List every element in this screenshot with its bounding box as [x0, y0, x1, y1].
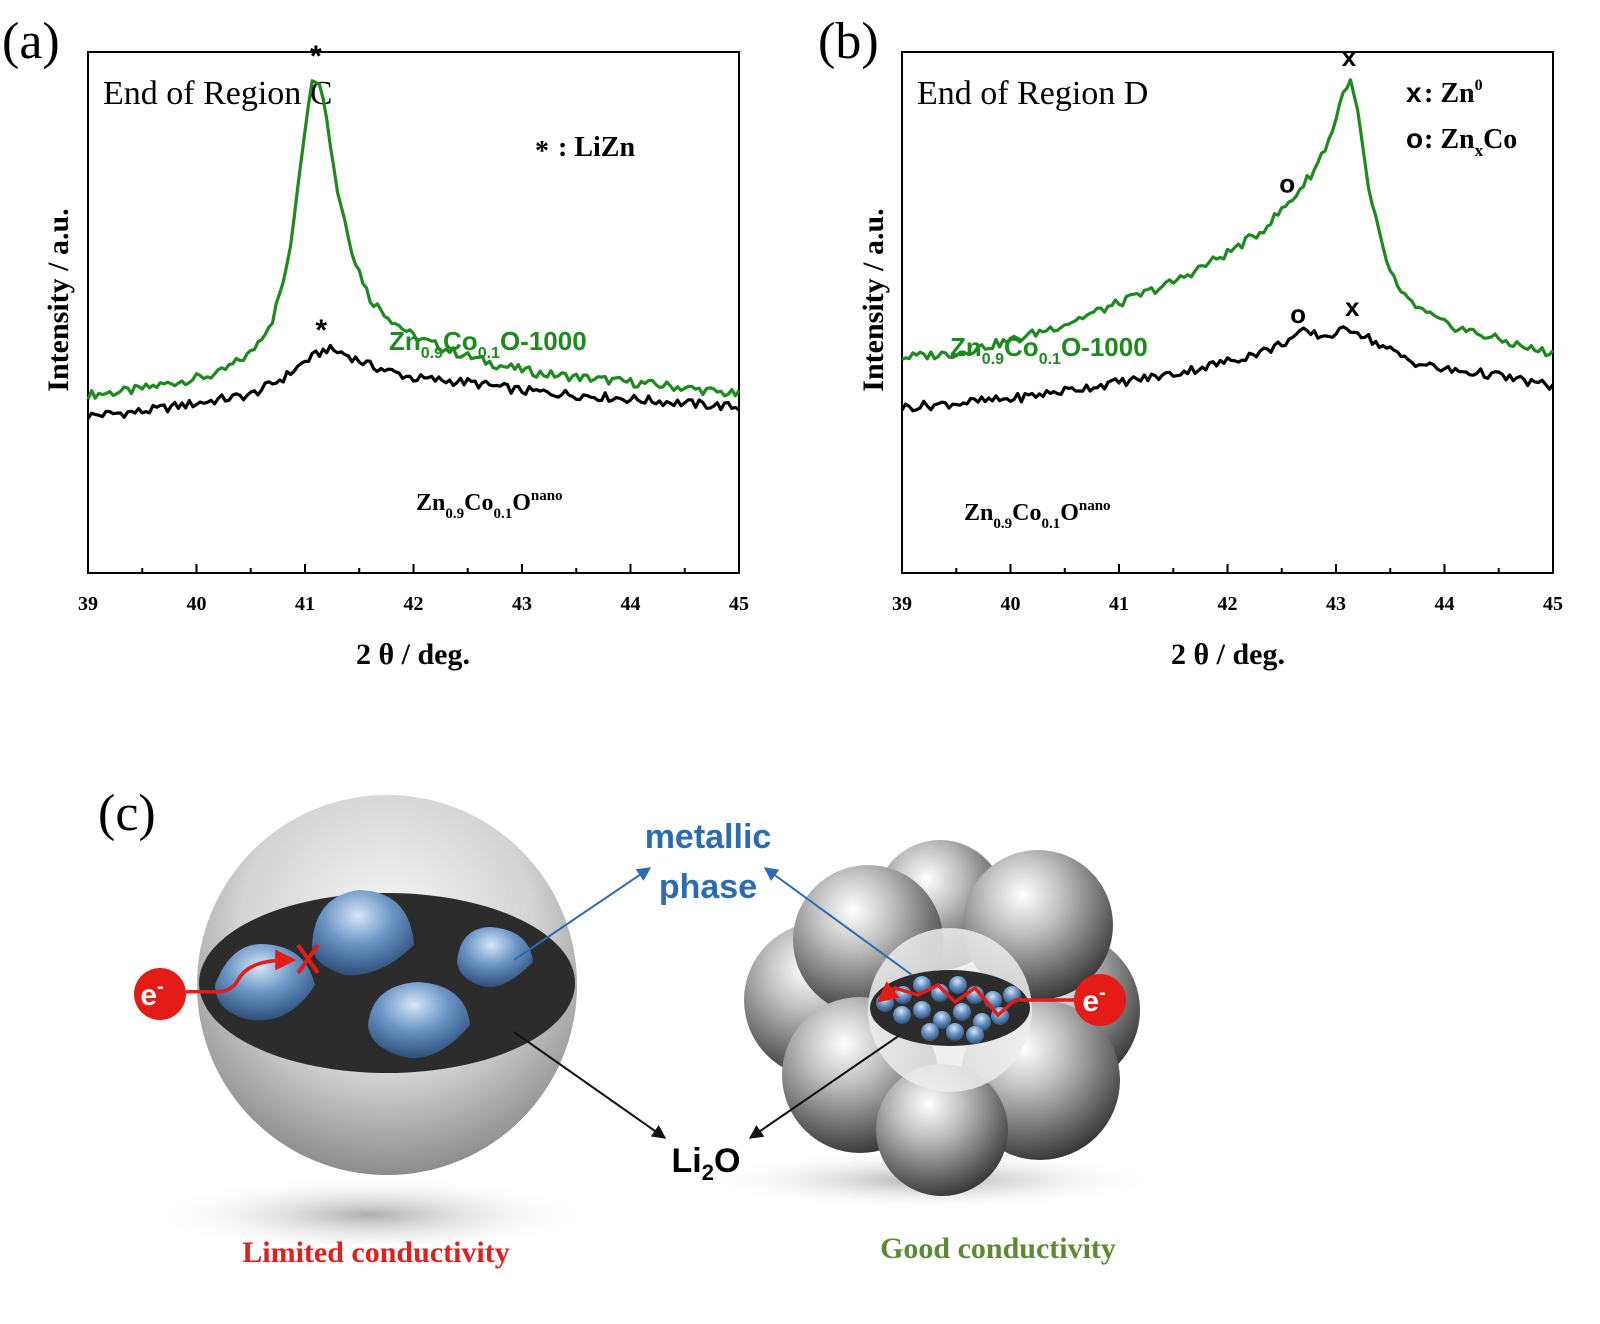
- series-label-a-nano: Zn0.9Co0.1Onano: [416, 488, 563, 522]
- metallic-dome-4: [368, 982, 470, 1059]
- panel-label-c: (c): [98, 785, 156, 842]
- x-tick-label: 41: [1109, 593, 1129, 615]
- diagram-panel-c: (c) e-: [98, 785, 1160, 1269]
- series-a: **: [86, 40, 741, 420]
- electron-path-right: [876, 981, 1075, 1018]
- series-line: [86, 79, 741, 401]
- panel-label-a: (a): [2, 13, 60, 70]
- metallic-dome-2: [312, 890, 414, 976]
- peak-marker: *: [315, 314, 327, 347]
- electron-left: e-: [134, 968, 186, 1020]
- chart-panel-a: (a) End of Region C * : LiZn Intensity /…: [2, 13, 749, 671]
- x-tick-label: 42: [404, 593, 424, 615]
- x-tick-label: 44: [1435, 593, 1455, 615]
- x-tick-label: 43: [512, 593, 532, 615]
- plot-frame-a: [87, 51, 740, 574]
- large-particle: [197, 795, 577, 1175]
- x-tick-label: 43: [1326, 593, 1346, 615]
- series-label-b-nano: Zn0.9Co0.1Onano: [964, 498, 1111, 532]
- x-tick-label: 40: [1001, 593, 1021, 615]
- x-tick-label: 41: [295, 593, 315, 615]
- metallic-arrow-right: [763, 867, 913, 976]
- good-conductivity-label: Good conductivity: [880, 1232, 1116, 1265]
- series-label-a-1000: Zn0.9Co0.1O-1000: [389, 326, 587, 362]
- cluster-ball: [876, 1064, 1008, 1196]
- y-axis-label-a: Intensity / a.u.: [42, 208, 75, 391]
- legend-zn0: x : Zn0: [1406, 77, 1483, 109]
- legend-znxco: o : ZnxCo: [1406, 123, 1517, 160]
- nanoparticle-cluster: [744, 840, 1140, 1196]
- legend-x-text: : Zn0: [1424, 77, 1483, 109]
- series-line: [86, 343, 740, 420]
- left-shadow: [150, 1175, 590, 1255]
- series-line: [900, 325, 1555, 413]
- peak-marker: o: [1279, 168, 1295, 198]
- block-cross: [296, 943, 320, 975]
- x-ticks-b: 39 40 41 42 43 44 45: [892, 564, 1563, 615]
- peak-marker: *: [310, 40, 322, 73]
- peak-marker: o: [1290, 299, 1306, 329]
- legend-marker-text: : LiZn: [558, 132, 635, 163]
- peak-marker: x: [1342, 42, 1357, 72]
- x-axis-label-b: 2 θ / deg.: [1171, 638, 1285, 671]
- electron-left-label: e-: [140, 976, 163, 1012]
- li2o-arrow-right: [748, 1034, 901, 1139]
- chart-panel-b: (b) End of Region D x : Zn0 o : ZnxCo In…: [818, 13, 1563, 671]
- electron-left-circle: [134, 968, 186, 1020]
- x-axis-label-a: 2 θ / deg.: [356, 638, 470, 671]
- electron-right-label: e-: [1082, 982, 1105, 1018]
- metallic-phase-label-line2: phase: [659, 868, 757, 906]
- li2o-arrow-left: [513, 1031, 667, 1139]
- panel-label-b: (b): [818, 13, 879, 70]
- y-axis-label-b: Intensity / a.u.: [857, 208, 890, 391]
- li2o-cut-surface-right: [870, 970, 1030, 1046]
- series-b: xoo x: [900, 42, 1555, 413]
- peak-marker: x: [1345, 292, 1360, 322]
- legend-o-symbol: o: [1406, 123, 1423, 154]
- metallic-phase-label-line1: metallic: [645, 818, 772, 856]
- li2o-label: Li2O: [672, 1142, 741, 1185]
- metallic-arrow-left: [513, 867, 652, 961]
- legend-lizn: * : LiZn: [535, 132, 635, 167]
- x-ticks-a: 39 40 41 42 43 44 45: [78, 564, 749, 615]
- series-label-b-1000: Zn0.9Co0.1O-1000: [950, 332, 1148, 368]
- chart-title-b: End of Region D: [917, 75, 1148, 112]
- legend-marker-symbol: *: [535, 136, 549, 167]
- x-tick-label: 45: [729, 593, 749, 615]
- series-line: [901, 78, 1555, 361]
- legend-x-symbol: x: [1406, 77, 1422, 108]
- electron-right-circle: [1074, 974, 1126, 1026]
- x-tick-label: 39: [892, 593, 912, 615]
- x-tick-label: 44: [621, 593, 641, 615]
- x-tick-label: 45: [1543, 593, 1563, 615]
- limited-conductivity-label: Limited conductivity: [242, 1236, 510, 1269]
- metallic-nanograins: [876, 976, 1021, 1044]
- x-tick-label: 42: [1218, 593, 1238, 615]
- chart-title-a: End of Region C: [103, 75, 332, 112]
- metallic-dome-3: [457, 927, 533, 988]
- x-tick-label: 39: [78, 593, 98, 615]
- x-tick-label: 40: [187, 593, 207, 615]
- legend-o-text: : ZnxCo: [1424, 124, 1517, 160]
- electron-right: e-: [1074, 974, 1126, 1026]
- electron-path-left: [185, 949, 297, 994]
